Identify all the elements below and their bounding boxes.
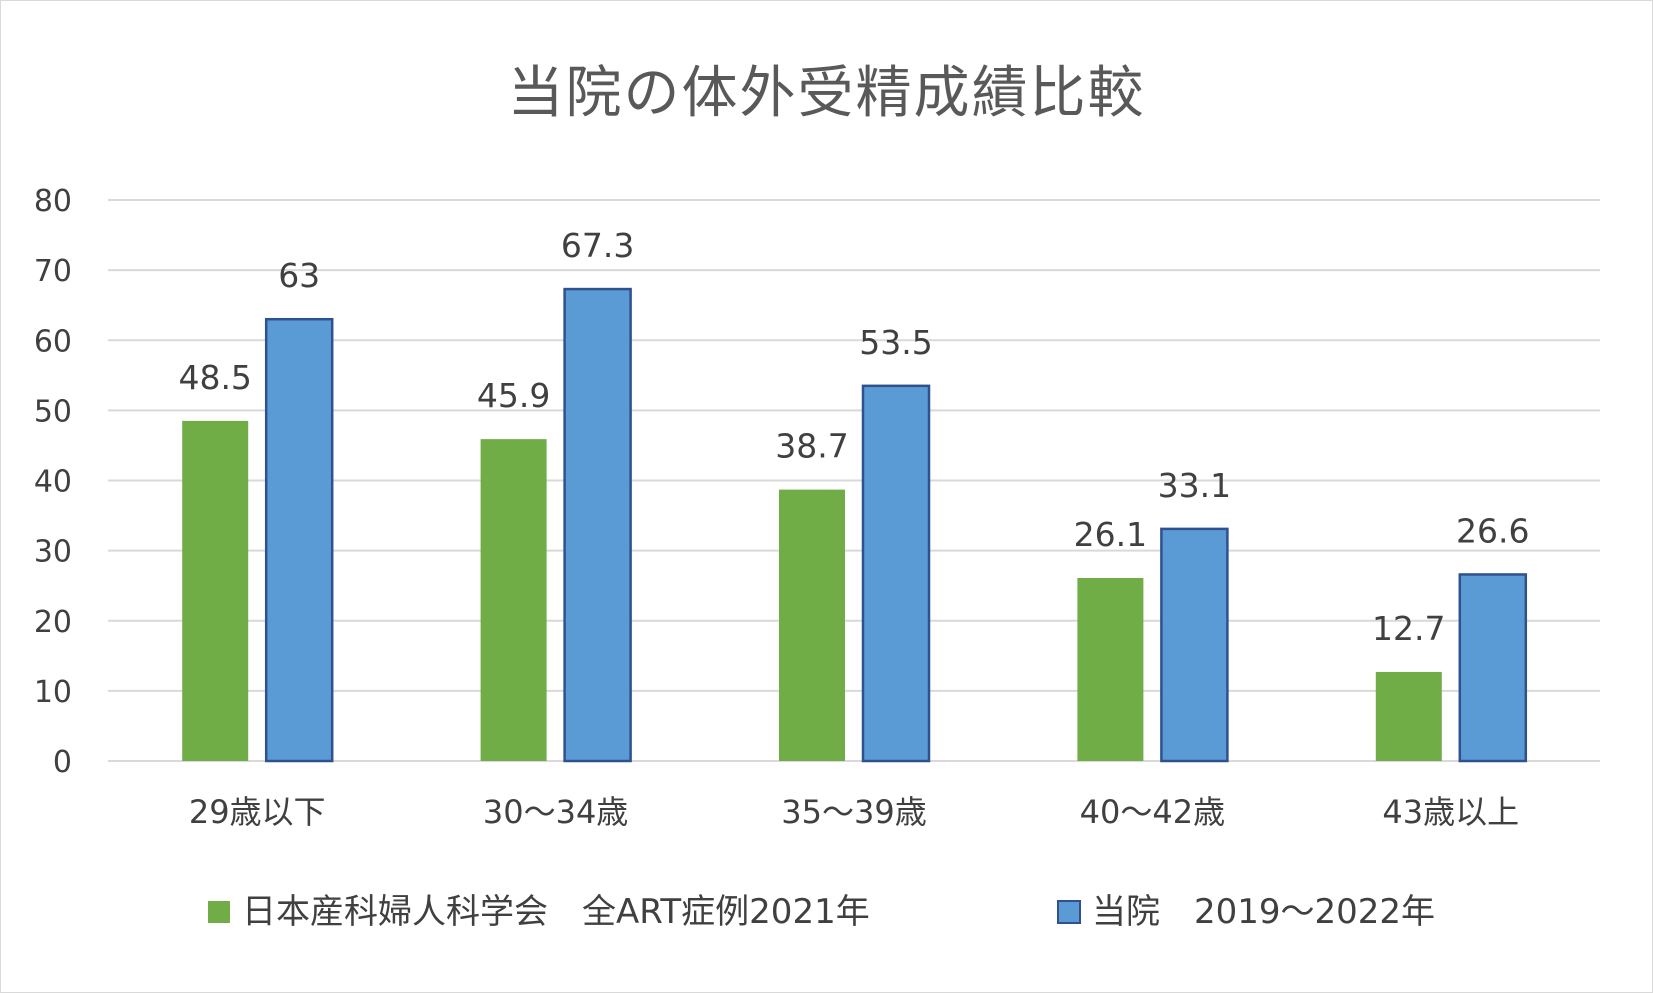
chart-title: 当院の体外受精成績比較 [507, 61, 1146, 126]
bar [264, 317, 334, 763]
category-labels: 29歳以下 30〜34歳 35〜39歳 40〜42歳 43歳以上 [189, 793, 1519, 831]
legend: 日本産科婦人科学会 全ART症例2021年 当院 2019〜2022年 [208, 892, 1435, 932]
data-label: 53.5 [859, 323, 932, 362]
legend-label: 日本産科婦人科学会 全ART症例2021年 [242, 892, 870, 932]
data-label: 26.6 [1456, 511, 1529, 550]
data-label: 26.1 [1074, 515, 1147, 554]
data-label: 63 [278, 256, 320, 295]
data-label: 67.3 [561, 226, 634, 265]
legend-label: 当院 2019〜2022年 [1092, 892, 1435, 932]
bar [1077, 577, 1144, 761]
gridlines [108, 199, 1600, 762]
legend-swatch [208, 901, 230, 923]
bar [563, 287, 632, 763]
y-tick-label: 40 [34, 465, 72, 500]
y-tick-label: 10 [34, 675, 72, 710]
category-label: 43歳以上 [1382, 793, 1519, 831]
y-axis-ticks: 0 10 20 30 40 50 60 70 80 [34, 184, 72, 780]
data-label: 12.7 [1372, 609, 1445, 648]
bar [182, 420, 249, 761]
bar [1375, 671, 1442, 761]
y-tick-label: 30 [34, 535, 72, 570]
category-label: 29歳以下 [189, 793, 326, 831]
bar [480, 439, 547, 761]
category-label: 40〜42歳 [1080, 793, 1225, 831]
y-tick-label: 70 [34, 254, 72, 289]
legend-swatch [1057, 900, 1081, 924]
data-label: 48.5 [178, 358, 251, 397]
data-labels: 48.5 63 45.9 67.3 38.7 53.5 26.1 33.1 12.7 26.6 [178, 226, 1529, 648]
data-label: 38.7 [775, 427, 848, 466]
y-tick-label: 80 [34, 184, 72, 219]
bar [779, 489, 845, 761]
y-tick-label: 50 [34, 394, 72, 429]
bar [1458, 573, 1528, 763]
y-tick-label: 20 [34, 605, 72, 640]
y-tick-label: 60 [34, 324, 72, 359]
category-label: 35〜39歳 [781, 793, 926, 831]
data-label: 33.1 [1158, 466, 1231, 505]
bars [182, 287, 1528, 763]
data-label: 45.9 [477, 376, 550, 415]
bar [1160, 527, 1229, 763]
y-tick-label: 0 [53, 745, 72, 780]
category-label: 30〜34歳 [483, 793, 628, 831]
bar [861, 384, 931, 763]
